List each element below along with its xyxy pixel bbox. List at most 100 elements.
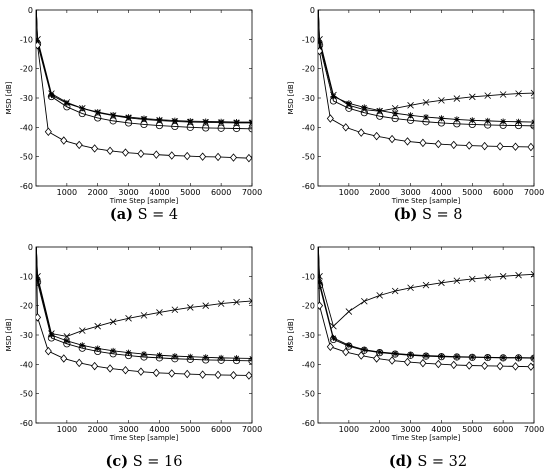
series-circle-marker-point bbox=[248, 125, 252, 133]
series-star-marker-point bbox=[249, 119, 252, 126]
series-circle-marker-point bbox=[406, 351, 415, 359]
series-circle-marker-point bbox=[329, 335, 338, 343]
series-circle-marker-point bbox=[171, 355, 179, 363]
y-tick-label: -30 bbox=[302, 331, 315, 340]
series-group bbox=[36, 247, 252, 380]
series-diamond-marker-point bbox=[75, 358, 83, 368]
caption-text: S = 32 bbox=[413, 454, 467, 470]
y-tick-label: -10 bbox=[302, 272, 315, 281]
series-circle-marker-point bbox=[217, 356, 225, 364]
x-tick-label: 6000 bbox=[493, 425, 513, 434]
series-diamond-marker-point bbox=[434, 359, 442, 369]
subplot-2: 0 -10 -20 -30 -40 -50 -60 1000 2000 3000 4000 5000 6… bbox=[287, 6, 544, 223]
series-star-marker-point bbox=[423, 114, 429, 121]
series-diamond-marker-point bbox=[496, 142, 504, 151]
series-diamond-marker-line bbox=[318, 10, 531, 148]
series-circle-marker-point bbox=[47, 334, 56, 342]
series-circle-marker-point bbox=[78, 109, 86, 118]
series-x-marker-point bbox=[530, 89, 534, 97]
series-circle-marker-point bbox=[468, 353, 476, 361]
series-diamond-marker-point bbox=[36, 313, 42, 322]
series-diamond-marker-point bbox=[373, 131, 381, 141]
series-circle-marker-line bbox=[318, 247, 534, 359]
series-circle-marker-point bbox=[391, 114, 399, 123]
series-star-marker-point bbox=[531, 119, 534, 126]
series-star-marker-point bbox=[392, 350, 399, 357]
series-circle-marker-point bbox=[202, 356, 210, 364]
x-tick-label: 3000 bbox=[400, 425, 420, 434]
subplot-1: 0 -10 -20 -30 -40 -50 -60 1000 2000 3000 4000 5000 6… bbox=[5, 6, 262, 223]
series-circle-marker-point bbox=[406, 116, 415, 124]
series-x-marker-point bbox=[361, 297, 368, 305]
series-diamond-marker-point bbox=[357, 128, 365, 137]
series-circle-marker-point bbox=[484, 353, 492, 362]
series-diamond-marker-line bbox=[36, 247, 249, 376]
series-circle-marker-point bbox=[140, 120, 148, 129]
series-circle-marker-point bbox=[376, 112, 384, 120]
series-star-marker-point bbox=[141, 115, 147, 122]
series-circle-marker-point bbox=[109, 350, 117, 358]
series-circle-marker-point bbox=[94, 114, 102, 122]
series-x-marker-point bbox=[125, 314, 132, 322]
series-circle-marker-point bbox=[63, 340, 71, 348]
series-star-marker-point bbox=[423, 352, 429, 359]
x-tick-label: 3000 bbox=[118, 188, 138, 197]
series-star-marker-point bbox=[376, 107, 383, 114]
series-x-marker-point bbox=[484, 92, 491, 99]
series-diamond-marker-point bbox=[91, 361, 99, 371]
x-tick-label: 4000 bbox=[149, 188, 169, 197]
series-x-marker-point bbox=[469, 275, 476, 283]
series-star-marker-point bbox=[515, 118, 522, 125]
series-star-marker-point bbox=[218, 354, 225, 361]
plot-frame bbox=[317, 9, 535, 187]
series-diamond-marker-point bbox=[419, 138, 427, 148]
y-tick-label: -50 bbox=[20, 153, 33, 162]
series-diamond-marker-point bbox=[511, 362, 520, 371]
y-tick-label: -20 bbox=[302, 302, 315, 311]
series-circle-marker-point bbox=[422, 118, 430, 126]
caption-text: S = 16 bbox=[128, 454, 182, 470]
series-diamond-marker-point bbox=[199, 370, 207, 379]
series-diamond-marker-point bbox=[183, 151, 191, 161]
series-star-marker-point bbox=[484, 117, 491, 124]
series-x-marker-point bbox=[469, 93, 476, 101]
series-diamond-marker-point bbox=[496, 361, 504, 371]
x-tick-label: 3000 bbox=[400, 188, 420, 197]
series-star-marker-point bbox=[171, 353, 178, 360]
y-tick-label: 0 bbox=[310, 243, 315, 252]
series-diamond-marker-point bbox=[106, 364, 114, 373]
y-tick-label: -60 bbox=[20, 182, 33, 191]
series-star-marker-line bbox=[318, 247, 534, 359]
plot-frame bbox=[317, 246, 535, 424]
series-x-marker-point bbox=[422, 99, 430, 106]
series-circle-marker-point bbox=[530, 354, 534, 362]
series-diamond-marker-point bbox=[168, 151, 176, 160]
series-star-marker-point bbox=[500, 118, 507, 125]
series-x-marker-point bbox=[407, 284, 414, 292]
series-diamond-marker-point bbox=[214, 152, 222, 162]
caption-label: (a) bbox=[110, 206, 133, 223]
series-circle-marker-line bbox=[36, 247, 252, 362]
x-tick-label: 5000 bbox=[462, 425, 482, 434]
series-x-marker-point bbox=[438, 279, 445, 287]
series-circle-marker-point bbox=[360, 346, 368, 354]
series-diamond-marker-point bbox=[44, 127, 52, 136]
series-star-marker-point bbox=[469, 117, 476, 124]
x-tick-label: 4000 bbox=[431, 188, 451, 197]
series-circle-marker-point bbox=[232, 124, 241, 133]
y-tick-label: -60 bbox=[302, 182, 315, 191]
series-star-marker-point bbox=[125, 114, 132, 121]
series-diamond-marker-point bbox=[229, 370, 238, 380]
series-star-marker-point bbox=[376, 349, 383, 356]
caption-label: (b) bbox=[393, 206, 417, 223]
series-diamond-marker-point bbox=[60, 136, 68, 145]
y-axis-label: MSD [dB] bbox=[5, 318, 13, 351]
series-circle-marker-point bbox=[155, 121, 164, 130]
series-star-marker-point bbox=[438, 115, 445, 122]
series-x-marker-point bbox=[187, 304, 194, 311]
x-tick-label: 4000 bbox=[431, 425, 451, 434]
series-x-marker-point bbox=[109, 318, 117, 326]
series-star-marker-point bbox=[361, 104, 368, 111]
caption-label: (d) bbox=[389, 453, 413, 470]
series-star-marker-line bbox=[318, 10, 534, 123]
